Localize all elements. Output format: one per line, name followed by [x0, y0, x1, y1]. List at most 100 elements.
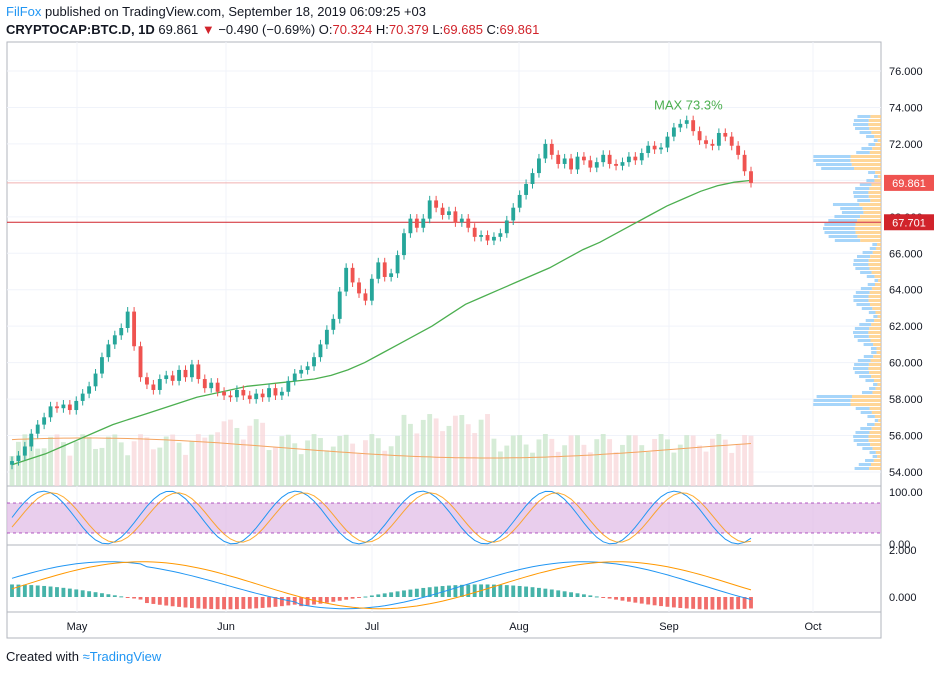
macd-hist-bar: [299, 597, 304, 607]
profile-bar-down: [873, 355, 881, 358]
price-axis[interactable]: 54.000 56.000 58.000 60.000 62.000 64.000 66.0…: [889, 66, 923, 479]
candle-body: [42, 417, 47, 425]
volume-bar: [266, 450, 272, 486]
volume-bar: [189, 440, 195, 486]
candle-body: [530, 173, 535, 185]
profile-bar-down: [862, 207, 881, 210]
volume-bar: [665, 439, 670, 486]
volume-bar: [221, 421, 227, 486]
tradingview-logo-icon[interactable]: ≈: [82, 649, 90, 664]
volume-bar: [73, 441, 79, 486]
candle-body: [93, 373, 98, 387]
volume-bar: [343, 434, 349, 486]
candle-body: [10, 461, 14, 465]
candle-body: [736, 145, 741, 155]
volume-bar: [401, 414, 407, 486]
profile-bar-up: [865, 459, 874, 462]
profile-bar-up: [868, 311, 876, 314]
tradingview-link[interactable]: TradingView: [89, 649, 162, 664]
profile-bar-down: [876, 347, 881, 350]
candle-body: [363, 293, 368, 301]
candle-body: [119, 328, 124, 336]
profile-bar-down: [850, 403, 881, 406]
profile-bar-down: [873, 343, 881, 346]
profile-bar-down: [868, 295, 881, 298]
macd-hist-bar: [633, 597, 638, 603]
profile-bar-up: [816, 163, 852, 166]
macd-hist-bar: [607, 597, 612, 599]
profile-bar-up: [853, 259, 869, 262]
profile-bar-down: [870, 359, 881, 362]
max-annotation[interactable]: MAX 73.3%: [654, 97, 723, 112]
candle-body: [138, 346, 143, 378]
candle-body: [626, 156, 631, 163]
profile-bar-down: [875, 451, 881, 454]
time-axis[interactable]: May Jun Jul Aug Sep Oct: [67, 621, 822, 633]
volume-bar: [722, 439, 728, 486]
profile-bar-down: [875, 311, 881, 314]
profile-bar-down: [878, 279, 881, 282]
macd-hist-bar: [247, 597, 252, 609]
macd-hist-bar: [344, 597, 349, 600]
candle-body: [254, 393, 259, 400]
profile-bar-down: [871, 427, 881, 430]
macd-hist-bar: [80, 590, 85, 597]
profile-bar-up: [853, 191, 869, 194]
profile-bar-down: [871, 271, 881, 274]
profile-bar-up: [855, 127, 870, 130]
profile-bar-up: [873, 315, 878, 318]
candle-body: [241, 389, 246, 396]
profile-bar-down: [877, 243, 881, 246]
profile-bar-down: [871, 323, 881, 326]
profile-bar-down: [855, 223, 881, 226]
volume-bar: [459, 415, 465, 486]
down-arrow-icon: ▼: [201, 22, 215, 37]
candle-body: [234, 389, 239, 398]
profile-bar-down: [850, 159, 881, 162]
rsi-tick-0: 0.00: [889, 539, 910, 551]
candle-body: [684, 120, 689, 124]
volume-bar: [9, 456, 15, 486]
macd-line: [11, 561, 752, 610]
volume-bar: [626, 435, 632, 486]
volume-bar: [555, 451, 561, 486]
open-label: O:: [318, 22, 333, 37]
candle-body: [556, 154, 561, 164]
author-name[interactable]: FilFox: [6, 4, 42, 19]
profile-bar-up: [859, 323, 872, 326]
candle-body: [106, 344, 111, 358]
candle-body: [485, 235, 490, 241]
candle-body: [273, 388, 278, 396]
macd-hist-bar: [177, 597, 182, 607]
price-tick-label: 76.000: [889, 66, 923, 78]
candle-body: [87, 386, 92, 394]
rsi-tick-100: 100.00: [889, 487, 923, 499]
candle-body: [145, 377, 149, 385]
candle-body: [427, 200, 432, 219]
profile-bar-up: [867, 283, 876, 286]
candle-body: [279, 391, 284, 396]
profile-bar-down: [871, 131, 881, 134]
candle-body: [472, 227, 477, 237]
profile-bar-down: [869, 431, 881, 434]
candle-body: [588, 160, 593, 168]
candle-body: [466, 218, 471, 228]
profile-bar-up: [860, 271, 872, 274]
profile-bar-up: [840, 207, 863, 210]
profile-bar-up: [863, 343, 874, 346]
profile-bar-up: [871, 351, 877, 354]
candle-body: [646, 145, 651, 154]
profile-bar-up: [857, 115, 871, 118]
volume-bar: [240, 439, 246, 486]
macd-hist-bar: [215, 597, 220, 610]
profile-bar-up: [866, 135, 875, 138]
macd-hist-bar: [524, 586, 529, 597]
last-price-marker: [884, 174, 934, 191]
candle-body: [222, 391, 226, 396]
profile-bar-down: [873, 459, 881, 462]
open-value: 70.324: [332, 22, 373, 37]
profile-bar-down: [868, 263, 881, 266]
profile-bar-up: [861, 391, 873, 394]
candle-body: [575, 156, 580, 170]
